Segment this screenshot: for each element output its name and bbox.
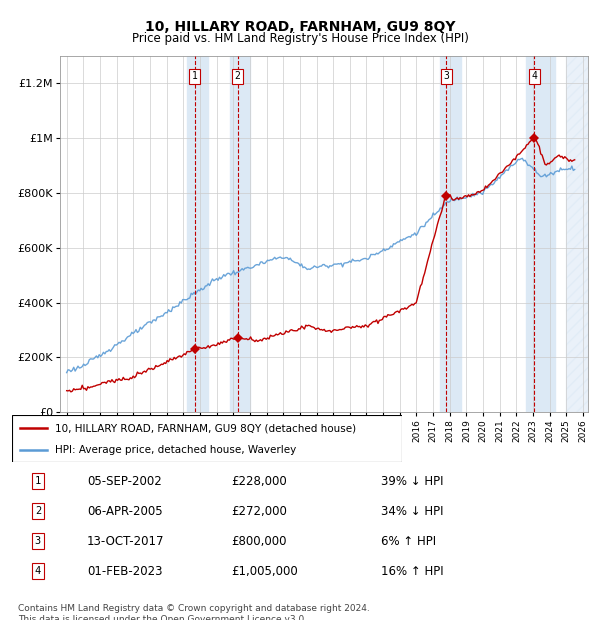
Text: 10, HILLARY ROAD, FARNHAM, GU9 8QY: 10, HILLARY ROAD, FARNHAM, GU9 8QY xyxy=(145,20,455,35)
Text: 39% ↓ HPI: 39% ↓ HPI xyxy=(380,475,443,488)
Text: 16% ↑ HPI: 16% ↑ HPI xyxy=(380,565,443,578)
Bar xyxy=(187,56,208,412)
Text: 10, HILLARY ROAD, FARNHAM, GU9 8QY (detached house): 10, HILLARY ROAD, FARNHAM, GU9 8QY (deta… xyxy=(55,423,356,433)
Bar xyxy=(566,56,588,412)
Text: 3: 3 xyxy=(35,536,41,546)
Text: 4: 4 xyxy=(532,71,538,81)
Text: £1,005,000: £1,005,000 xyxy=(231,565,298,578)
Bar xyxy=(230,56,250,412)
Text: £228,000: £228,000 xyxy=(231,475,287,488)
Text: Price paid vs. HM Land Registry's House Price Index (HPI): Price paid vs. HM Land Registry's House … xyxy=(131,32,469,45)
Text: 05-SEP-2002: 05-SEP-2002 xyxy=(87,475,161,488)
Text: 01-FEB-2023: 01-FEB-2023 xyxy=(87,565,163,578)
Text: 06-APR-2005: 06-APR-2005 xyxy=(87,505,163,518)
Text: £272,000: £272,000 xyxy=(231,505,287,518)
Text: 3: 3 xyxy=(443,71,449,81)
Text: 2: 2 xyxy=(235,71,241,81)
Text: HPI: Average price, detached house, Waverley: HPI: Average price, detached house, Wave… xyxy=(55,445,296,455)
Text: 13-OCT-2017: 13-OCT-2017 xyxy=(87,535,164,548)
Text: 1: 1 xyxy=(191,71,197,81)
Text: 4: 4 xyxy=(35,567,41,577)
Text: 2: 2 xyxy=(35,507,41,516)
Text: Contains HM Land Registry data © Crown copyright and database right 2024.
This d: Contains HM Land Registry data © Crown c… xyxy=(18,604,370,620)
Text: £800,000: £800,000 xyxy=(231,535,286,548)
Text: 34% ↓ HPI: 34% ↓ HPI xyxy=(380,505,443,518)
Text: 1: 1 xyxy=(35,476,41,486)
FancyBboxPatch shape xyxy=(12,415,402,462)
Bar xyxy=(440,56,461,412)
Text: 6% ↑ HPI: 6% ↑ HPI xyxy=(380,535,436,548)
Bar xyxy=(526,56,554,412)
